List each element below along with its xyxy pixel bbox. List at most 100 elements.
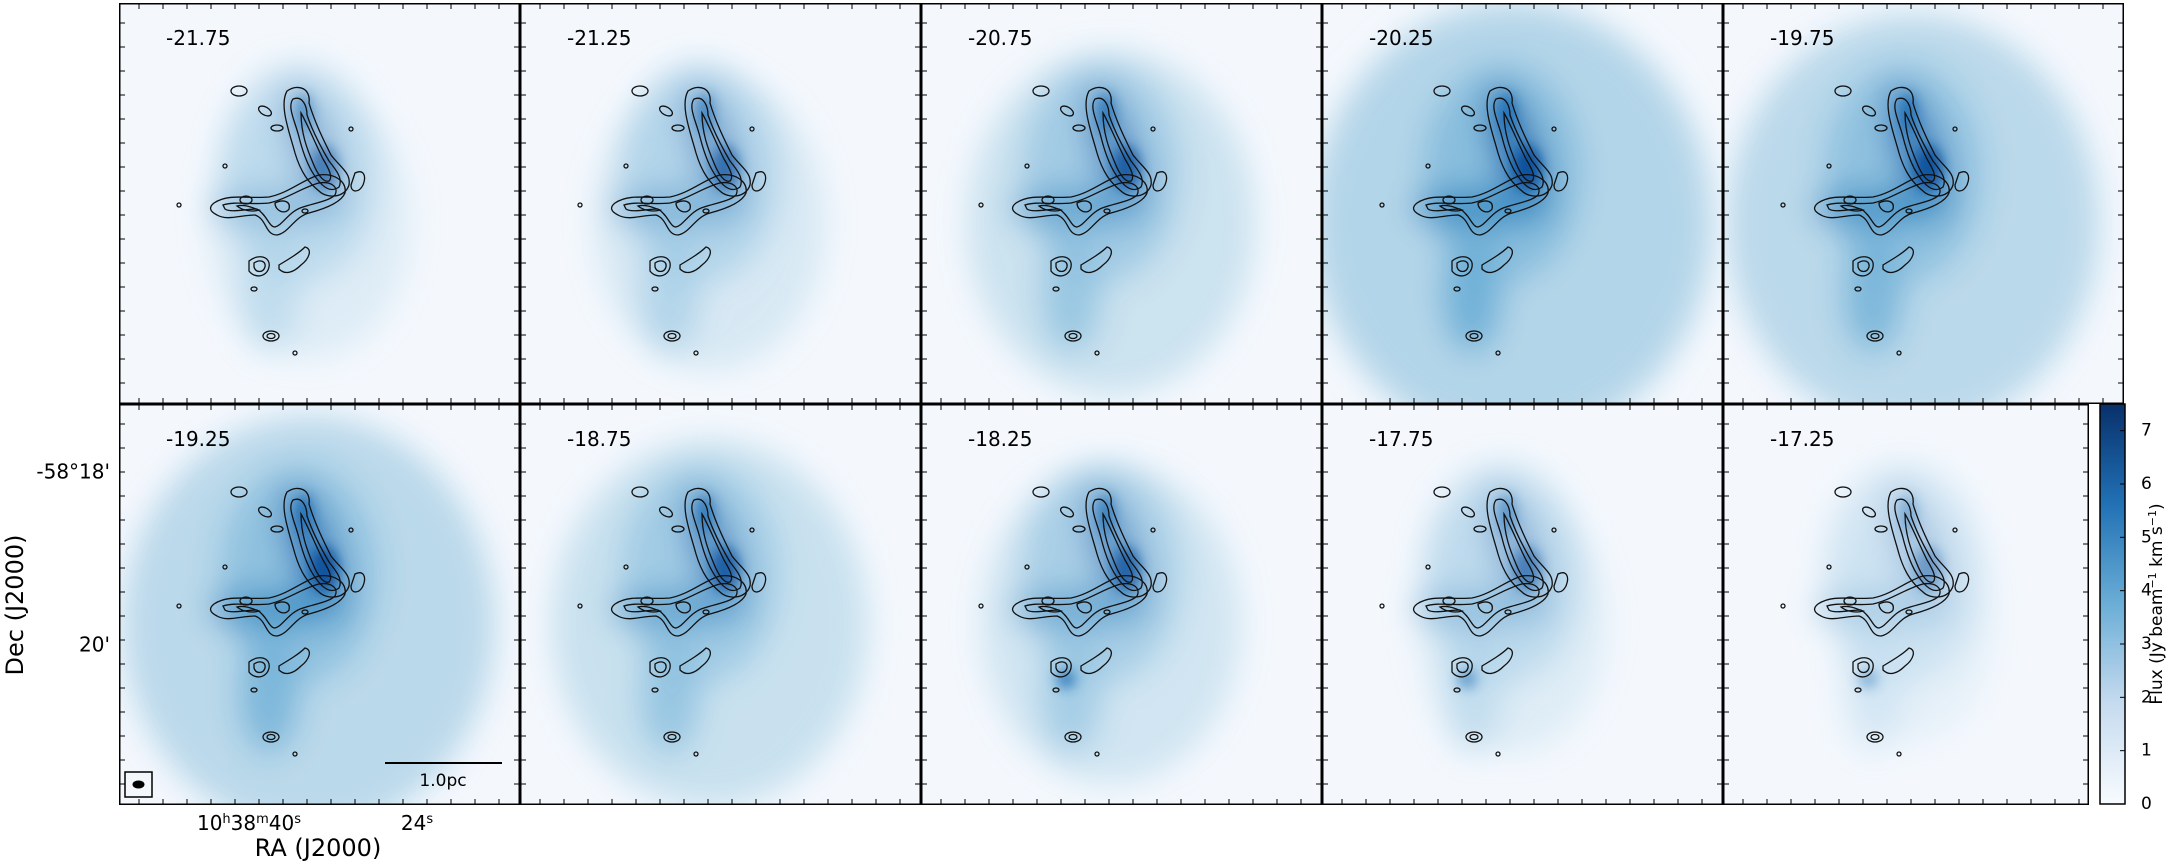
emission: [1322, 3, 1712, 404]
knot: [1858, 669, 1878, 689]
knot: [1900, 494, 1916, 534]
colorbar-tick-label: 2: [2141, 687, 2152, 707]
panel-frame: [520, 3, 921, 404]
channel-panel: -19.75: [1723, 3, 2124, 404]
velocity-label: -17.75: [1369, 427, 1433, 451]
knot: [1499, 494, 1515, 534]
knot: [1098, 494, 1114, 534]
beam-box: [124, 771, 153, 798]
velocity-label: -20.75: [968, 26, 1032, 50]
arm-emission: [209, 589, 349, 629]
colorbar-tick-label: 4: [2141, 581, 2152, 601]
colorbar-tick-label: 3: [2141, 634, 2152, 654]
panel-frame: [1322, 3, 1723, 404]
ra-tick-label: 24s: [401, 811, 433, 835]
colorbar-label-part: km s: [2147, 526, 2167, 572]
arm-emission: [1412, 188, 1552, 228]
arm-emission: [1813, 589, 1953, 629]
channel-panel: -20.25: [1322, 3, 1723, 404]
emission: [967, 51, 1255, 395]
beam: [132, 780, 145, 789]
emission: [123, 416, 495, 805]
colorbar-tick-label: 6: [2141, 474, 2152, 494]
ra-tick-label: 10h38m40s: [197, 811, 301, 835]
colorbar-label-part: Flux (Jy beam: [2147, 589, 2167, 705]
arm-emission: [610, 188, 750, 228]
knot: [1056, 669, 1076, 689]
arm-emission: [1011, 188, 1151, 228]
ra-unit: s: [294, 812, 301, 827]
velocity-label: -20.25: [1369, 26, 1433, 50]
colorbar-tick-label: 7: [2141, 421, 2152, 441]
dec-tick-label: -58°18': [36, 460, 110, 484]
arm-emission: [1412, 589, 1552, 629]
ra-unit: h: [222, 812, 230, 827]
channel-panel: -17.75: [1322, 404, 1723, 805]
velocity-label: -18.75: [567, 427, 631, 451]
knot: [296, 494, 312, 534]
panel-frame: [1723, 404, 2089, 805]
panel-frame: [520, 404, 921, 805]
panel-frame: [119, 3, 520, 404]
ra-number: 24: [401, 811, 426, 835]
south-emission: [1442, 233, 1502, 353]
knot: [1900, 93, 1916, 133]
colorbar-tick-label: 0: [2141, 794, 2152, 814]
channel-panel: -18.75: [520, 404, 921, 805]
arm-emission: [1813, 188, 1953, 228]
south-emission: [1843, 233, 1903, 353]
channel-panel: -21.75: [119, 3, 520, 404]
emission: [981, 464, 1241, 784]
arm-emission: [610, 589, 750, 629]
velocity-label: -17.25: [1770, 427, 1834, 451]
channel-panel: -20.75: [921, 3, 1322, 404]
colorbar-label: Flux (Jy beam−1 km s−1): [2146, 503, 2168, 704]
south-emission: [640, 233, 700, 353]
panel-frame: [921, 404, 1322, 805]
south-emission: [640, 634, 700, 754]
colorbar-tick-label: 1: [2141, 741, 2152, 761]
south-emission: [1843, 634, 1903, 754]
knot: [1098, 93, 1114, 133]
south-emission: [239, 233, 299, 353]
colorbar-label-part: ): [2147, 503, 2167, 510]
south-emission: [1041, 634, 1101, 754]
south-emission: [239, 634, 299, 754]
velocity-label: -21.25: [567, 26, 631, 50]
panel-frame: [921, 3, 1322, 404]
scale-bar-label: 1.0pc: [419, 771, 466, 791]
ra-number: 38: [231, 811, 256, 835]
ra-number: 10: [197, 811, 222, 835]
y-axis-label: Dec (J2000): [1, 535, 29, 676]
ra-unit: s: [426, 812, 433, 827]
channel-panel: -21.25: [520, 3, 921, 404]
colorbar: [2099, 403, 2126, 805]
south-emission: [1041, 233, 1101, 353]
channel-panel: -19.25: [119, 404, 520, 805]
arm-emission: [209, 188, 349, 228]
ra-number: 40: [269, 811, 294, 835]
colorbar-label-part: −1: [2146, 572, 2159, 588]
knot: [1457, 669, 1477, 689]
channel-panel: -18.25: [921, 404, 1322, 805]
knot: [1499, 93, 1515, 133]
colorbar-tick-label: 5: [2141, 527, 2152, 547]
dec-tick-label: 20': [79, 633, 110, 657]
colorbar-label-part: −1: [2146, 510, 2159, 526]
panel-frame: [1322, 404, 1723, 805]
velocity-label: -21.75: [166, 26, 230, 50]
emission: [1727, 15, 2099, 404]
arm-emission: [1011, 589, 1151, 629]
south-emission: [1442, 634, 1502, 754]
knot: [697, 494, 713, 534]
emission: [207, 63, 411, 359]
panel-frame: [119, 404, 520, 805]
panel-frame: [1723, 3, 2124, 404]
velocity-label: -19.25: [166, 427, 230, 451]
x-axis-label: RA (J2000): [255, 834, 382, 862]
velocity-label: -19.75: [1770, 26, 1834, 50]
velocity-label: -18.25: [968, 427, 1032, 451]
knot: [697, 93, 713, 133]
knot: [296, 93, 312, 133]
